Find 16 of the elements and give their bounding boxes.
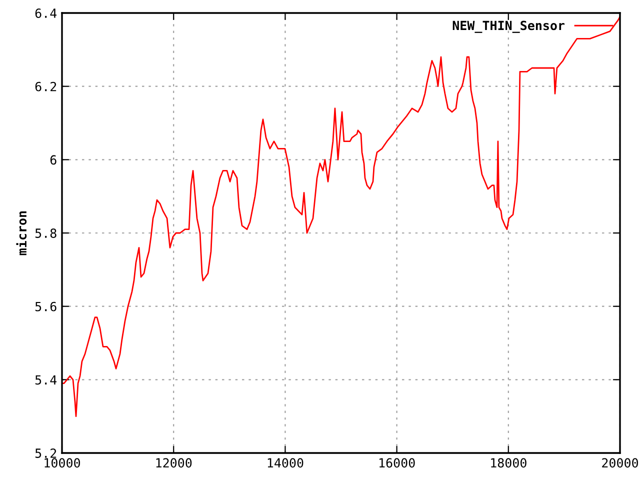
x-tick-label: 16000 bbox=[379, 458, 415, 468]
x-tick-label: 14000 bbox=[268, 458, 304, 468]
y-axis-title: micron bbox=[16, 211, 27, 256]
y-tick-label: 6.2 bbox=[35, 82, 56, 92]
x-tick-label: 10000 bbox=[44, 458, 80, 468]
x-tick-label: 18000 bbox=[491, 458, 526, 468]
x-tick-label: 20000 bbox=[602, 458, 638, 468]
y-tick-label: 6.4 bbox=[35, 8, 57, 18]
y-tick-label: 6 bbox=[50, 155, 56, 165]
legend-label: NEW_THIN_Sensor bbox=[452, 20, 565, 33]
y-tick-label: 5.2 bbox=[35, 448, 56, 458]
y-tick-label: 5.8 bbox=[35, 228, 56, 238]
x-tick-label: 12000 bbox=[156, 458, 192, 468]
line-series bbox=[62, 16, 620, 418]
y-tick-label: 5.4 bbox=[35, 375, 57, 385]
y-tick-label: 5.6 bbox=[35, 302, 56, 312]
